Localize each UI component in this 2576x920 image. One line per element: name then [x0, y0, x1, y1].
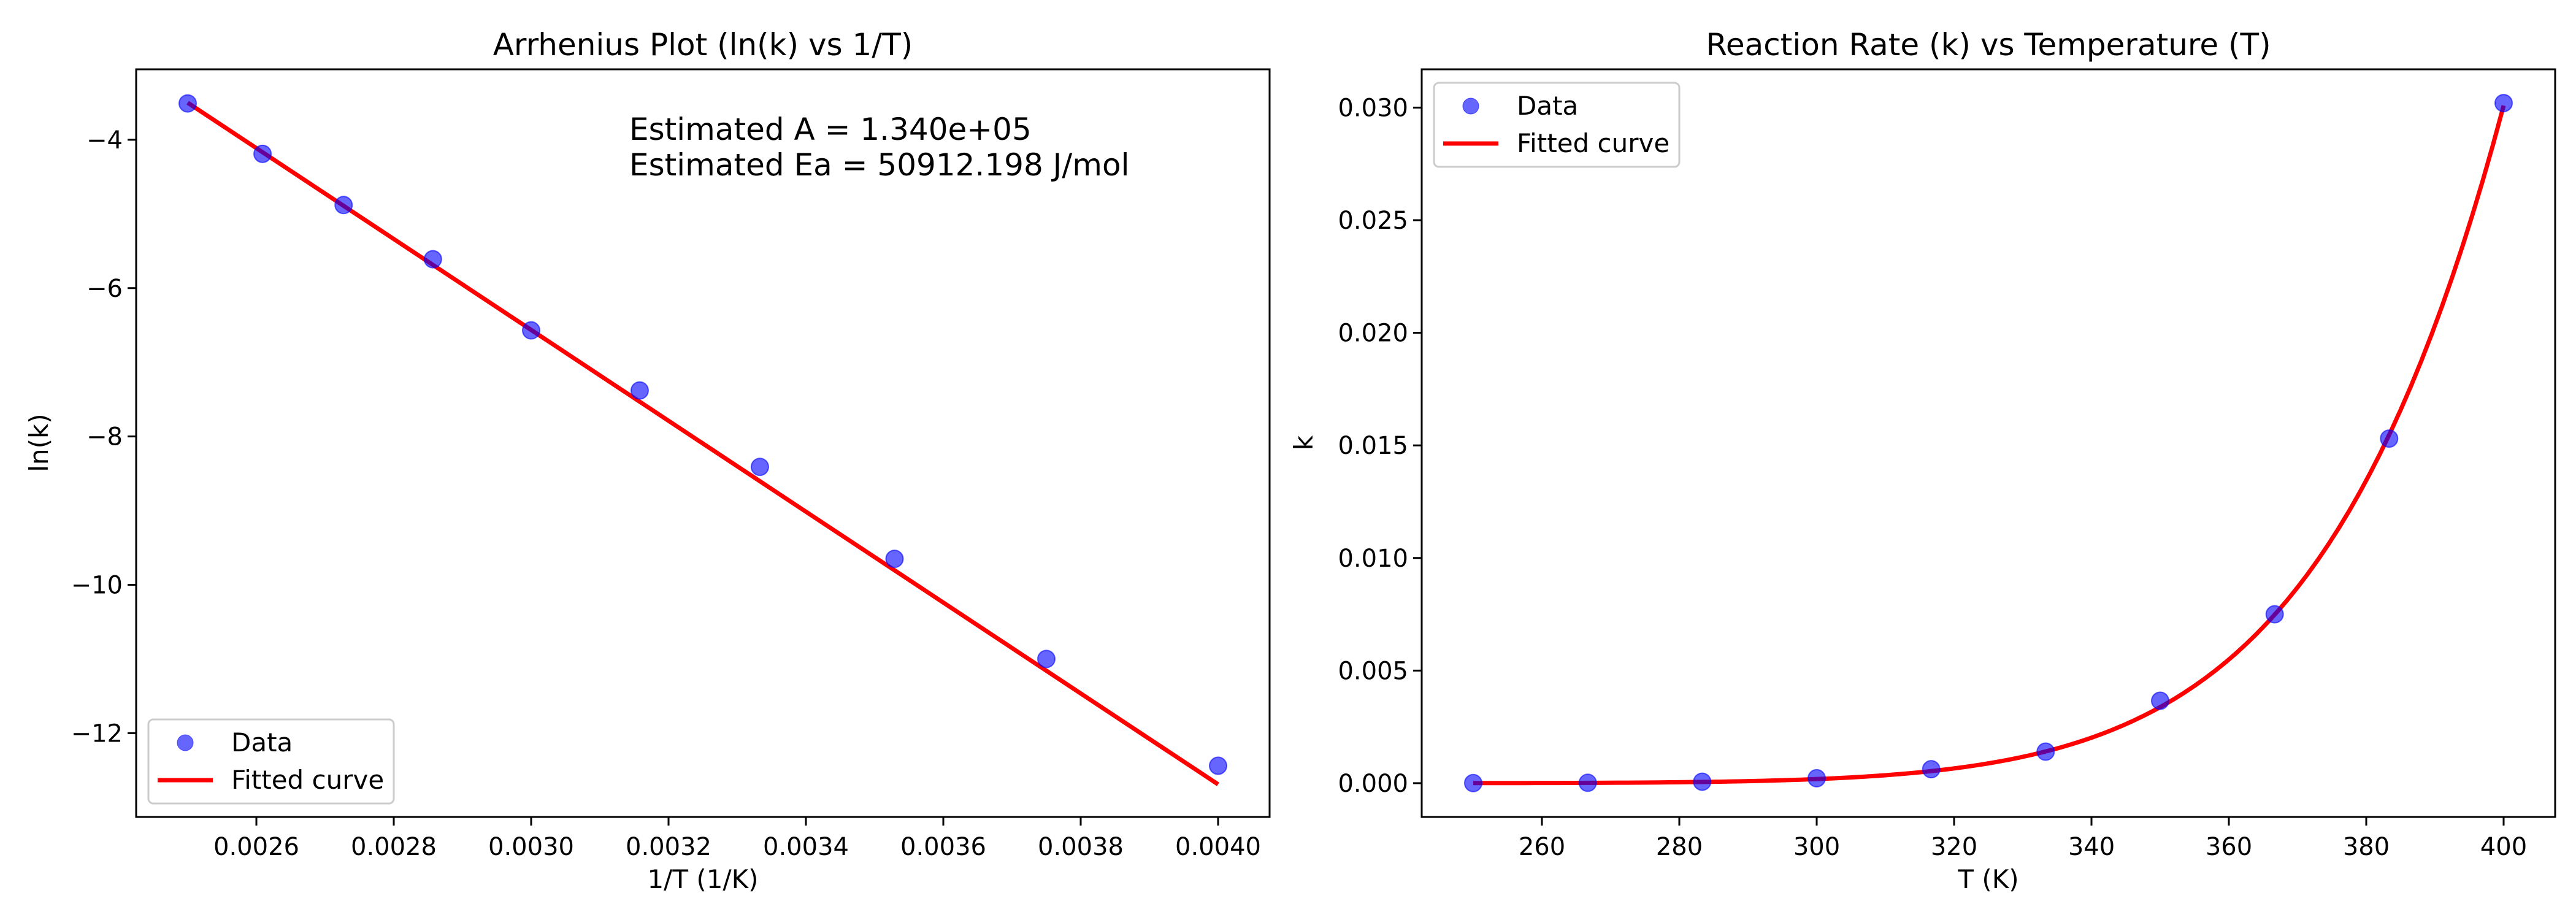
- x-tick-label: 0.0032: [626, 833, 711, 861]
- data-point: [1922, 760, 1941, 779]
- data-point: [2265, 605, 2284, 624]
- x-tick-label: 400: [2480, 833, 2527, 861]
- data-point: [178, 94, 197, 113]
- data-point: [1464, 773, 1482, 792]
- chart-title: Arrhenius Plot (ln(k) vs 1/T): [493, 27, 913, 63]
- rate-vs-temperature-plot: Reaction Rate (k) vs Temperature (T) T (…: [1289, 27, 2556, 894]
- y-tick-label: 0.025: [1338, 207, 1408, 235]
- data-point: [2036, 742, 2055, 761]
- legend-data-marker: [177, 734, 194, 751]
- annotation-a: Estimated A = 1.340e+05: [629, 112, 1032, 147]
- x-tick-label: 0.0028: [351, 833, 437, 861]
- data-point: [2151, 691, 2169, 710]
- x-tick-label: 320: [1931, 833, 1977, 861]
- y-tick-label: −8: [86, 423, 123, 451]
- data-point: [1209, 756, 1227, 775]
- y-tick-label: 0.030: [1338, 94, 1408, 122]
- x-tick-label: 0.0034: [763, 833, 849, 861]
- y-tick-label: 0.010: [1338, 545, 1408, 573]
- x-axis-label: 1/T (1/K): [647, 864, 758, 894]
- y-tick-label: 0.020: [1338, 320, 1408, 348]
- x-tick-label: 280: [1656, 833, 1703, 861]
- data-point: [423, 250, 442, 269]
- x-tick-label: 380: [2343, 833, 2390, 861]
- data-point: [2380, 429, 2399, 448]
- data-point: [1578, 773, 1597, 792]
- fitted-curve-line: [1473, 105, 2506, 786]
- x-tick-label: 0.0036: [900, 833, 986, 861]
- legend-box: [147, 718, 395, 805]
- y-tick-label: 0.005: [1338, 657, 1408, 685]
- chart-title: Reaction Rate (k) vs Temperature (T): [1706, 27, 2271, 63]
- data-point: [885, 550, 904, 569]
- y-tick-label: −12: [71, 719, 123, 748]
- legend: Data Fitted curve: [1433, 82, 1681, 168]
- data-point: [1807, 769, 1826, 788]
- x-tick-label: 300: [1793, 833, 1840, 861]
- x-tick-label: 0.0040: [1175, 833, 1261, 861]
- y-axis-label: k: [1289, 435, 1319, 450]
- y-tick-label: 0.015: [1338, 432, 1408, 460]
- y-axis-label: ln(k): [24, 413, 54, 472]
- data-point: [1037, 650, 1056, 669]
- legend-label-data: Data: [231, 727, 293, 757]
- y-tick-label: −4: [86, 126, 123, 155]
- y-tick-label: −6: [86, 275, 123, 303]
- x-tick-label: 260: [1519, 833, 1565, 861]
- axes-frame: [135, 68, 1271, 818]
- data-point: [334, 196, 353, 215]
- legend-label-fit: Fitted curve: [231, 765, 384, 795]
- x-tick-label: 0.0030: [488, 833, 574, 861]
- data-point: [750, 458, 769, 477]
- data-point: [253, 144, 272, 163]
- x-tick-label: 0.0038: [1038, 833, 1124, 861]
- x-axis-label: T (K): [1957, 864, 2018, 894]
- y-tick-label: −10: [71, 571, 123, 599]
- data-point: [1693, 772, 1712, 791]
- y-tick-label: 0.000: [1338, 770, 1408, 798]
- legend: Data Fitted curve: [147, 718, 395, 805]
- legend-box: [1433, 82, 1681, 168]
- data-point: [630, 381, 649, 400]
- axes-frame: [1420, 68, 2556, 818]
- legend-label-fit: Fitted curve: [1517, 128, 1669, 158]
- annotation-ea: Estimated Ea = 50912.198 J/mol: [629, 147, 1129, 183]
- data-point: [2494, 94, 2513, 113]
- arrhenius-plot: Arrhenius Plot (ln(k) vs 1/T) 1/T (1/K) …: [24, 27, 1271, 894]
- fitted-curve-line: [186, 101, 1219, 786]
- legend-label-data: Data: [1517, 91, 1578, 121]
- data-point: [522, 321, 540, 340]
- x-tick-label: 360: [2206, 833, 2252, 861]
- legend-data-marker: [1462, 98, 1479, 115]
- x-tick-label: 0.0026: [213, 833, 299, 861]
- x-tick-label: 340: [2068, 833, 2115, 861]
